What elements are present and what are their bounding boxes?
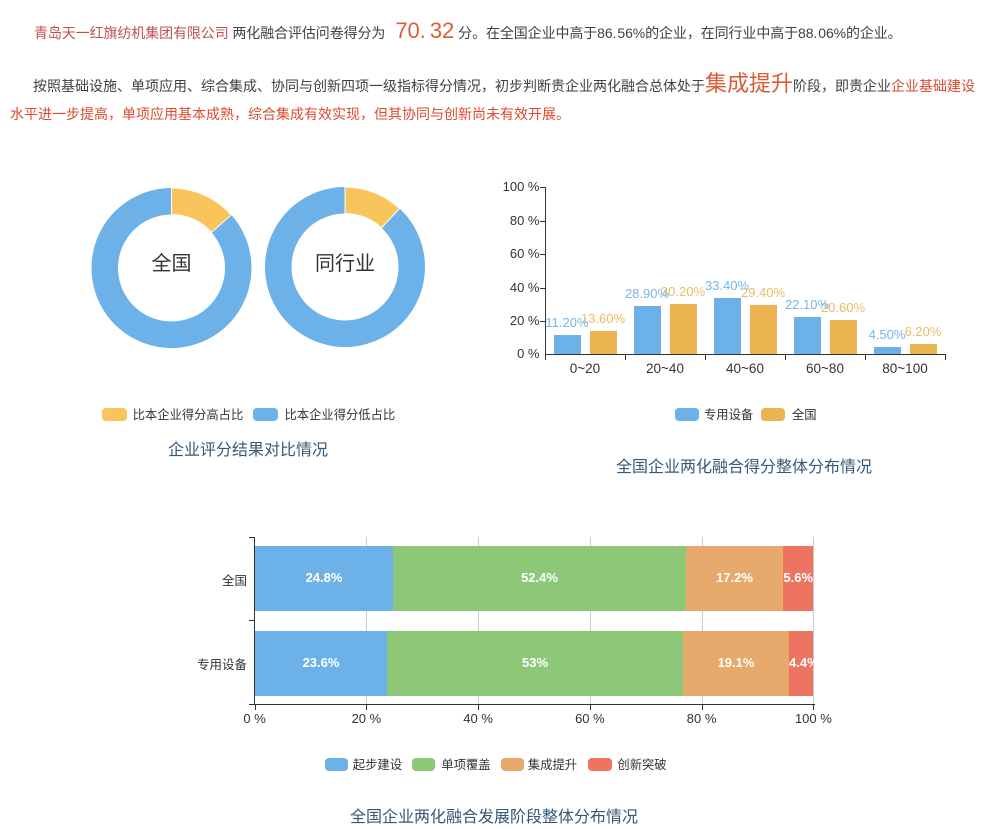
svg-text:同行业: 同行业 — [315, 252, 375, 275]
svg-text:全国: 全国 — [152, 252, 192, 275]
